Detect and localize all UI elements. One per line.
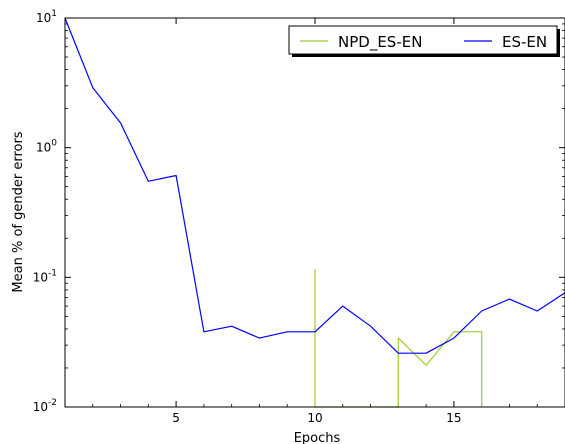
legend: NPD_ES-EN ES-EN [288,25,560,57]
y-axis-title: Mean % of gender errors [11,131,26,292]
y-tick-label: 10-1 [33,268,57,284]
x-tick-label: 10 [307,411,322,425]
series-line-es-en [64,17,565,354]
y-tick-label: 10-2 [33,398,57,414]
x-tick-labels: 5 10 15 [172,411,461,425]
y-tick-label: 100 [36,139,57,155]
y-tick-labels: 10-2 10-1 100 101 [33,9,58,414]
series-layer [64,17,565,408]
x-tick-label: 5 [172,411,180,425]
y-tick-label: 101 [36,9,57,25]
series-line-npd-es-en [314,268,483,408]
legend-label-npd: NPD_ES-EN [338,33,422,52]
x-axis-title: Epochs [294,431,341,444]
legend-box [288,25,558,55]
x-tick-label: 15 [446,411,461,425]
legend-label-es-en: ES-EN [502,33,547,51]
plot-frame [64,17,565,408]
